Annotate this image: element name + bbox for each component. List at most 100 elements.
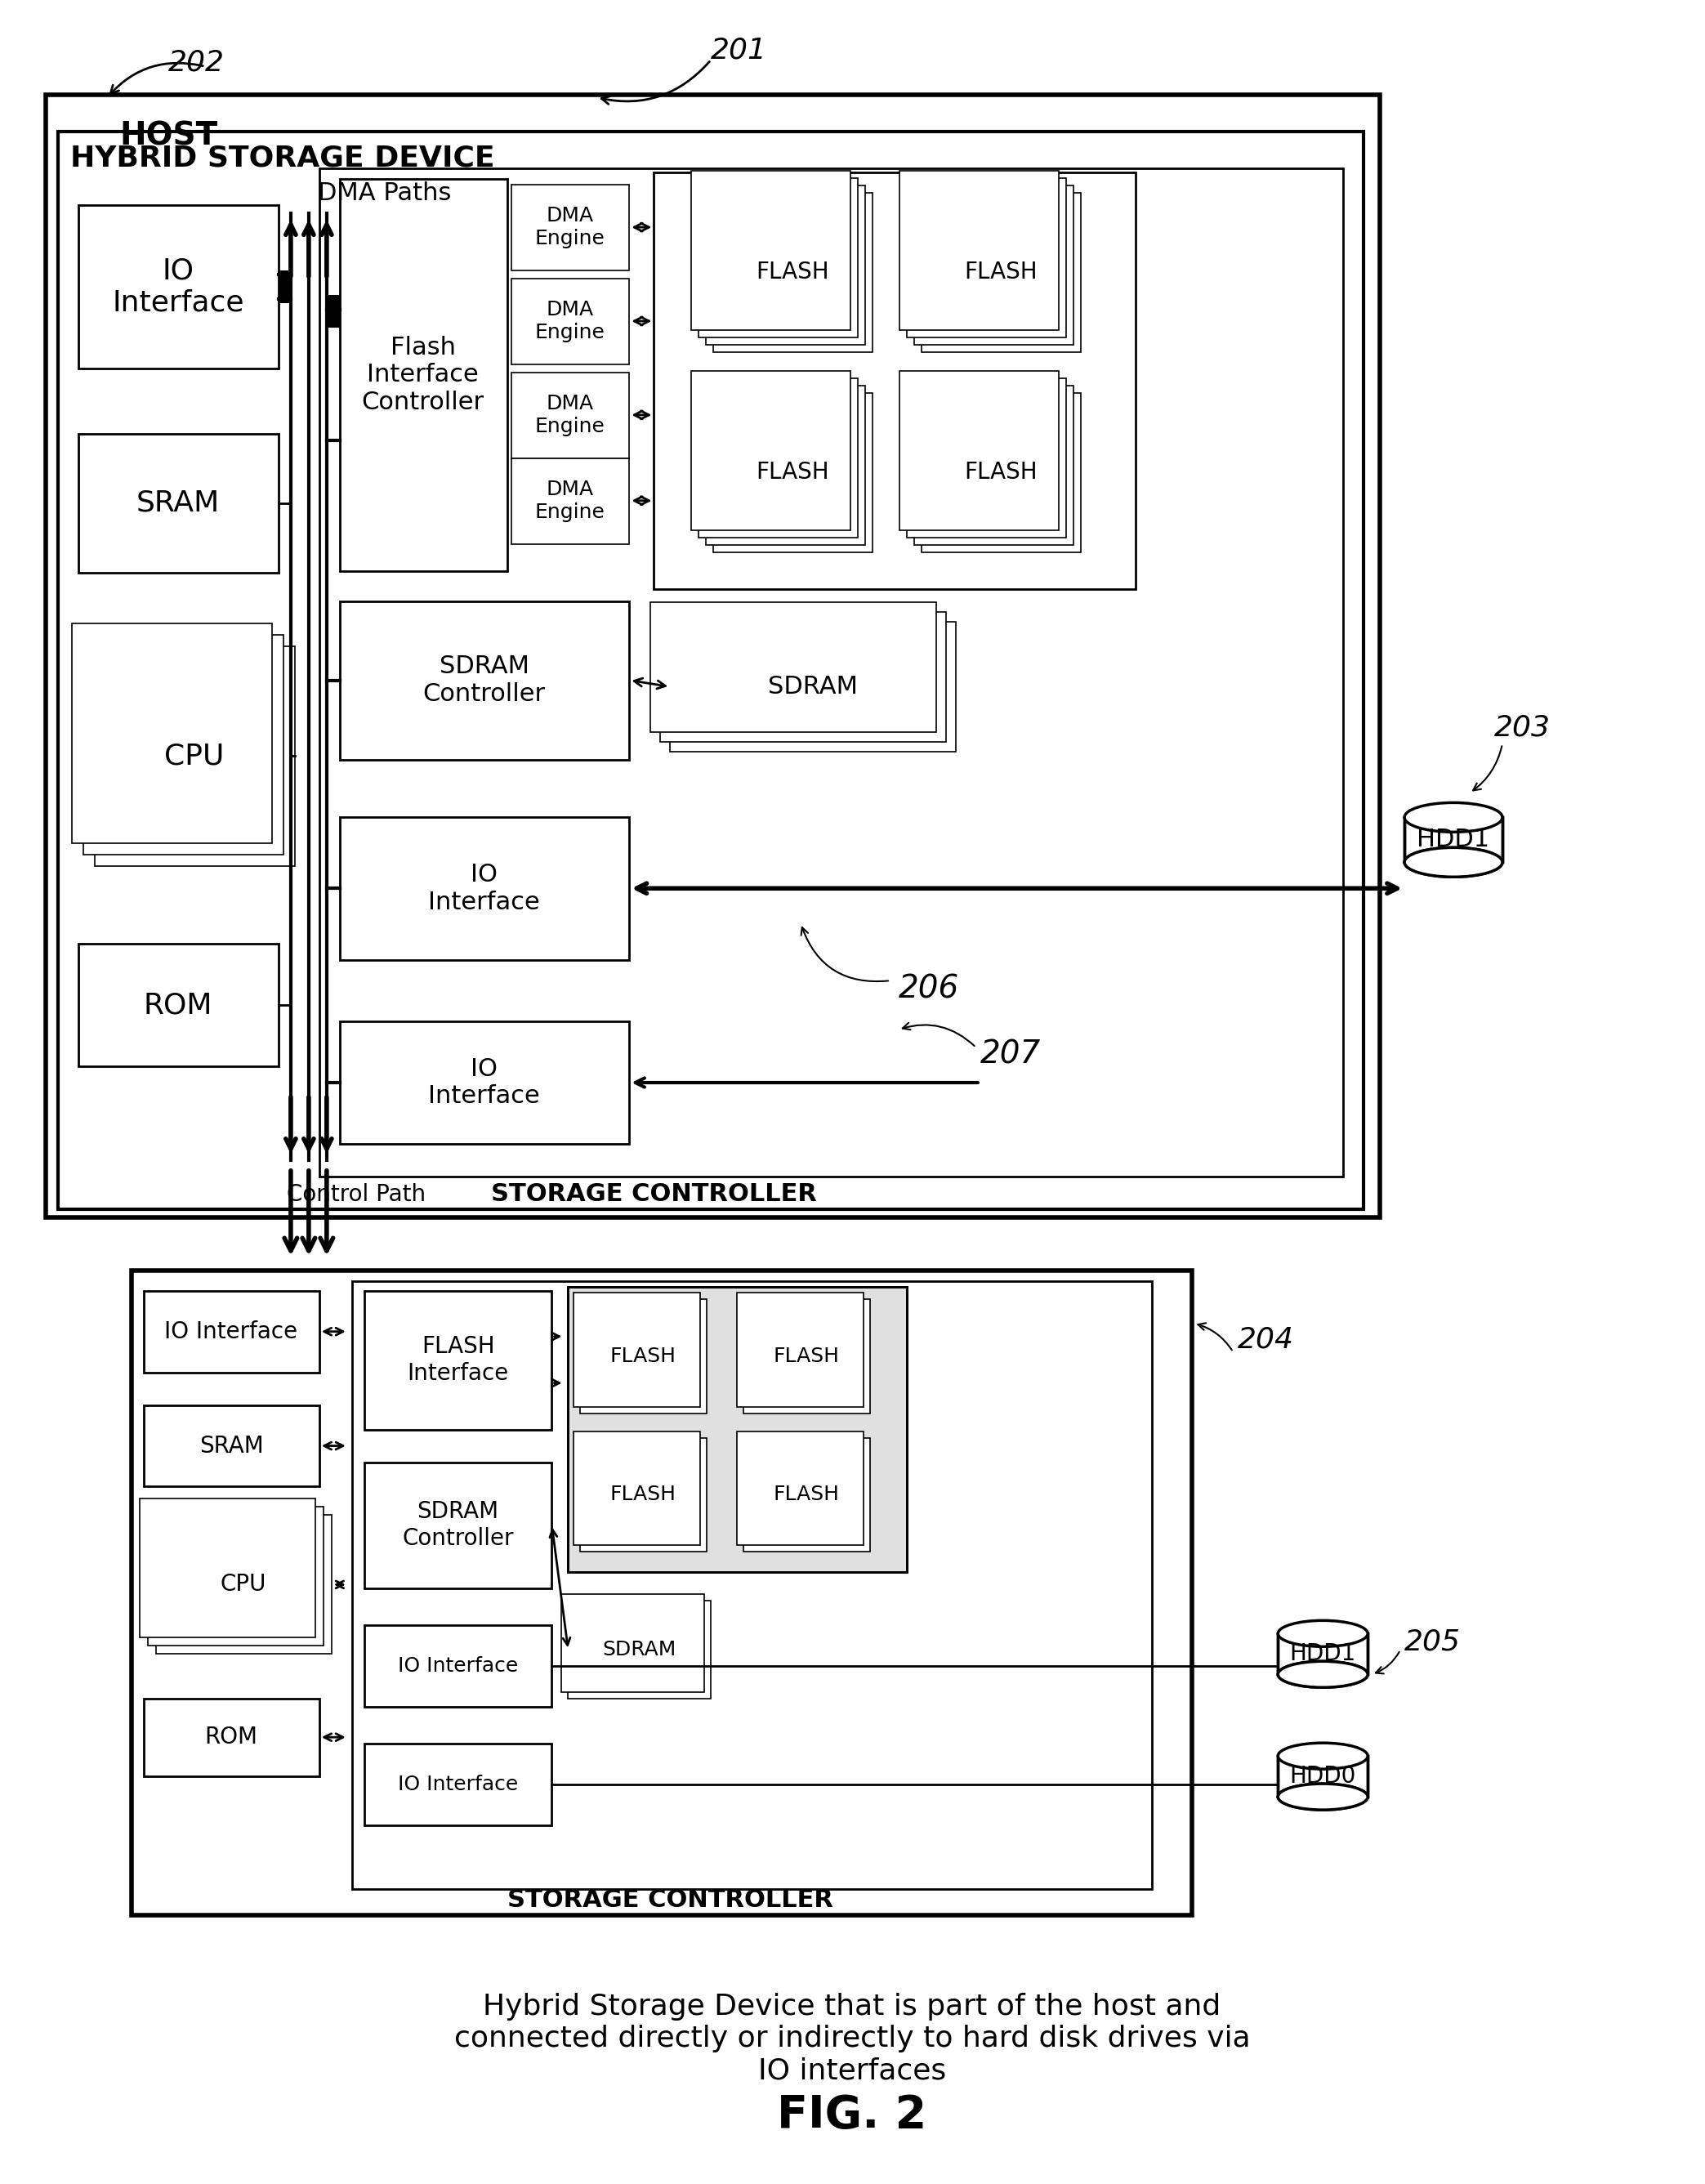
Bar xyxy=(327,295,339,328)
Text: 206: 206 xyxy=(899,974,960,1005)
Bar xyxy=(365,1291,552,1431)
Bar xyxy=(670,622,957,751)
Bar xyxy=(140,1498,315,1638)
Bar xyxy=(78,943,278,1066)
Text: IO Interface: IO Interface xyxy=(397,1655,518,1675)
Bar xyxy=(512,280,629,365)
Bar xyxy=(580,1299,708,1413)
Text: Control Path: Control Path xyxy=(286,1184,426,1206)
Bar xyxy=(278,271,292,304)
Text: CPU: CPU xyxy=(164,743,225,771)
Bar xyxy=(157,1516,331,1653)
Bar xyxy=(78,435,278,572)
Bar xyxy=(1279,1634,1367,1675)
Text: IO Interface: IO Interface xyxy=(397,1776,518,1795)
Bar xyxy=(699,378,858,537)
Text: CPU: CPU xyxy=(220,1572,266,1597)
Bar xyxy=(143,1699,319,1776)
Bar xyxy=(914,186,1072,345)
Bar xyxy=(365,1625,552,1708)
Ellipse shape xyxy=(1279,1662,1367,1688)
Bar xyxy=(743,1299,870,1413)
Bar xyxy=(660,612,946,743)
Bar xyxy=(651,603,936,732)
Bar xyxy=(84,636,283,854)
Bar xyxy=(568,1286,907,1572)
Bar xyxy=(512,459,629,544)
Bar xyxy=(706,387,864,544)
Bar xyxy=(743,1437,870,1553)
Bar xyxy=(339,179,506,570)
Bar xyxy=(907,179,1066,336)
Text: DMA Paths: DMA Paths xyxy=(317,181,452,205)
Bar xyxy=(58,131,1364,1210)
Bar xyxy=(575,1293,701,1406)
Text: FLASH: FLASH xyxy=(774,1485,839,1505)
Bar xyxy=(131,1271,1192,1915)
Text: FIG. 2: FIG. 2 xyxy=(777,2092,928,2138)
Text: 204: 204 xyxy=(1238,1326,1294,1354)
Bar xyxy=(568,1601,711,1699)
Text: ROM: ROM xyxy=(143,992,213,1020)
Bar xyxy=(339,1022,629,1144)
Text: DMA
Engine: DMA Engine xyxy=(535,205,605,249)
Text: FLASH: FLASH xyxy=(963,461,1037,483)
Bar xyxy=(900,170,1059,330)
Text: FLASH: FLASH xyxy=(610,1345,677,1365)
Text: IO
Interface: IO Interface xyxy=(428,1057,540,1107)
Bar xyxy=(575,1431,701,1546)
Text: HDD1: HDD1 xyxy=(1289,1642,1355,1666)
Text: SDRAM
Controller: SDRAM Controller xyxy=(423,655,546,705)
Bar xyxy=(1279,1756,1367,1797)
Bar xyxy=(691,371,851,531)
Ellipse shape xyxy=(1405,847,1502,878)
Bar xyxy=(339,601,629,760)
Text: DMA
Engine: DMA Engine xyxy=(535,480,605,522)
Bar xyxy=(512,186,629,271)
Bar xyxy=(143,1404,319,1487)
Text: SDRAM
Controller: SDRAM Controller xyxy=(402,1500,513,1551)
Ellipse shape xyxy=(1279,1621,1367,1647)
Text: HDD1: HDD1 xyxy=(1417,828,1490,852)
Text: ROM: ROM xyxy=(205,1725,257,1749)
Text: IO
Interface: IO Interface xyxy=(113,258,244,317)
Text: IO
Interface: IO Interface xyxy=(428,863,540,913)
Text: HOST: HOST xyxy=(119,120,218,151)
Text: Hybrid Storage Device that is part of the host and
connected directly or indirec: Hybrid Storage Device that is part of th… xyxy=(454,1992,1250,2086)
Bar xyxy=(580,1437,708,1553)
Ellipse shape xyxy=(1405,847,1502,878)
Bar xyxy=(148,1507,324,1647)
Text: SRAM: SRAM xyxy=(199,1435,263,1457)
Text: FLASH: FLASH xyxy=(755,260,829,284)
Text: DMA
Engine: DMA Engine xyxy=(535,299,605,343)
Bar xyxy=(737,1431,863,1546)
Text: FLASH
Interface: FLASH Interface xyxy=(407,1334,508,1385)
Ellipse shape xyxy=(1279,1784,1367,1811)
Bar xyxy=(319,168,1344,1177)
Text: 205: 205 xyxy=(1405,1627,1461,1655)
Text: DMA
Engine: DMA Engine xyxy=(535,393,605,437)
Bar xyxy=(713,393,873,553)
Text: IO Interface: IO Interface xyxy=(165,1319,298,1343)
Ellipse shape xyxy=(1279,1784,1367,1811)
Text: 201: 201 xyxy=(711,37,767,63)
Ellipse shape xyxy=(1279,1662,1367,1688)
Bar xyxy=(699,179,858,336)
Bar xyxy=(921,192,1081,352)
Bar xyxy=(78,205,278,369)
Bar xyxy=(568,1286,907,1572)
Text: FLASH: FLASH xyxy=(755,461,829,483)
Bar xyxy=(365,1743,552,1826)
Bar xyxy=(95,646,295,867)
Text: 203: 203 xyxy=(1494,714,1550,740)
Text: SRAM: SRAM xyxy=(136,489,220,518)
Bar xyxy=(1405,817,1502,863)
Bar xyxy=(46,94,1379,1216)
Text: STORAGE CONTROLLER: STORAGE CONTROLLER xyxy=(506,1889,834,1913)
Bar xyxy=(691,170,851,330)
Bar xyxy=(339,817,629,961)
Text: HYBRID STORAGE DEVICE: HYBRID STORAGE DEVICE xyxy=(70,144,494,173)
Text: FLASH: FLASH xyxy=(610,1485,677,1505)
Ellipse shape xyxy=(1279,1743,1367,1769)
Bar xyxy=(907,378,1066,537)
